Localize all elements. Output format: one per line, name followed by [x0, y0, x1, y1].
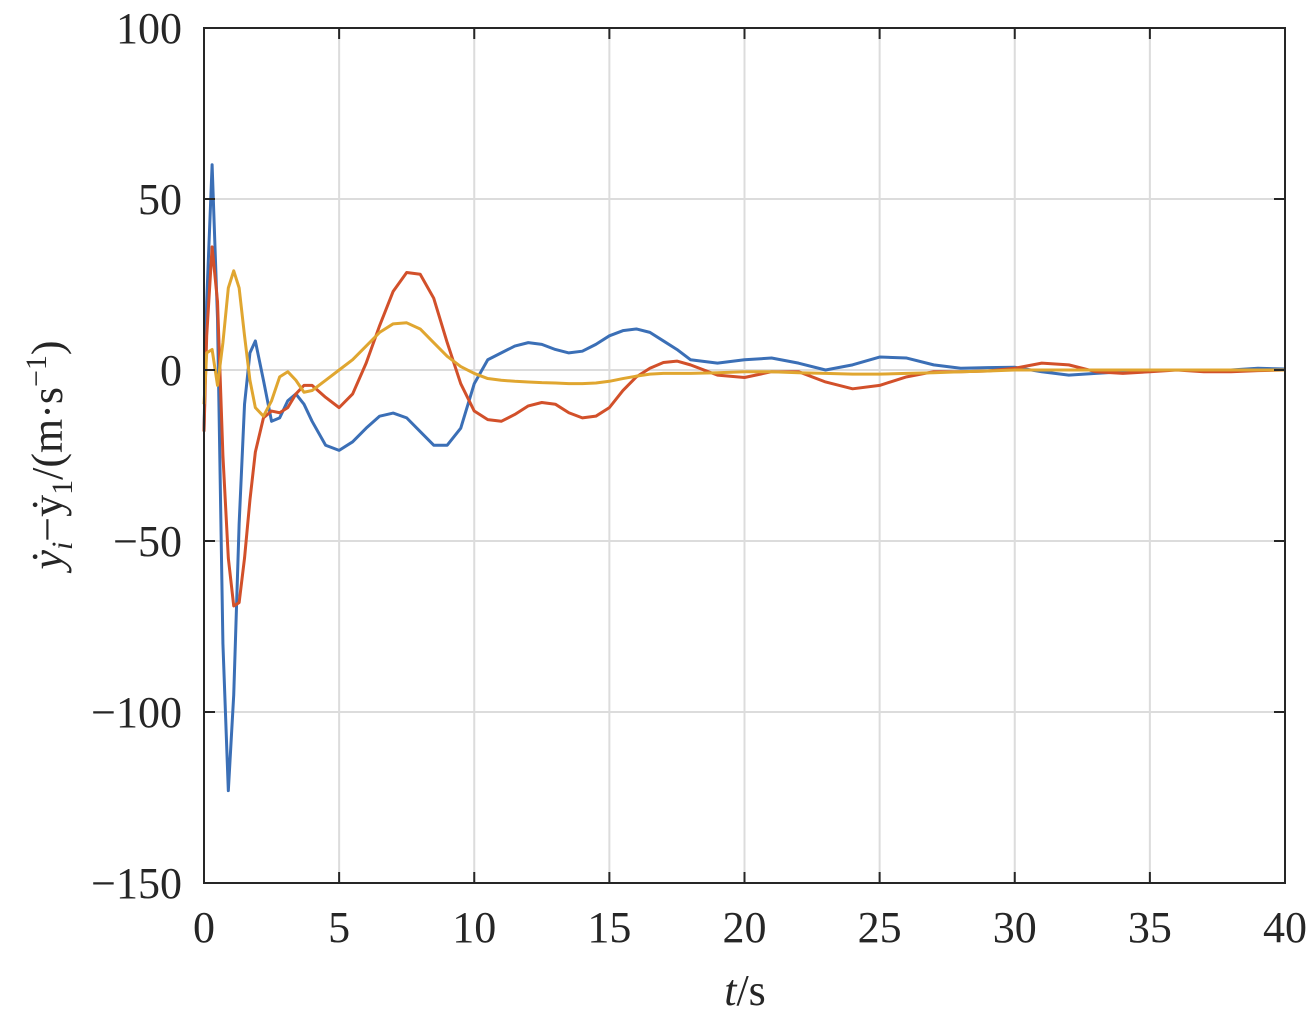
x-tick-label: 40 — [1263, 903, 1307, 952]
y-axis-label: ẏi−ẏ1/(m·s−1) — [20, 340, 79, 573]
y-tick-label: 0 — [160, 346, 182, 395]
data-line — [202, 163, 1286, 793]
y-tick-label: −50 — [113, 517, 182, 566]
x-tick-label: 35 — [1128, 903, 1172, 952]
y-tick-label: −150 — [91, 859, 182, 908]
y-axis-label-part: 1 — [46, 480, 79, 495]
x-tick-label: 20 — [723, 903, 767, 952]
x-axis-label-part: /s — [736, 966, 765, 1015]
y-axis-label-part: i — [46, 542, 79, 550]
x-tick-label: 10 — [452, 903, 496, 952]
x-tick-label: 25 — [858, 903, 902, 952]
y-tick-label: 50 — [138, 175, 182, 224]
y-axis-label-part: ẏ — [23, 550, 72, 574]
x-axis-label-part: t — [724, 966, 738, 1015]
x-tick-label: 5 — [328, 903, 350, 952]
y-tick-label: 100 — [116, 4, 182, 53]
y-axis-label-part: /(m·s — [23, 387, 72, 480]
x-tick-label: 15 — [587, 903, 631, 952]
y-axis-label-part: −ẏ — [23, 495, 72, 542]
x-tick-label: 30 — [993, 903, 1037, 952]
y-tick-label: −100 — [91, 688, 182, 737]
x-tick-label: 0 — [193, 903, 215, 952]
y-axis-label-part: −1 — [20, 355, 53, 387]
x-axis-label: t/s — [724, 966, 766, 1015]
y-axis-label-part: ) — [23, 340, 72, 355]
data-line — [202, 269, 1285, 418]
